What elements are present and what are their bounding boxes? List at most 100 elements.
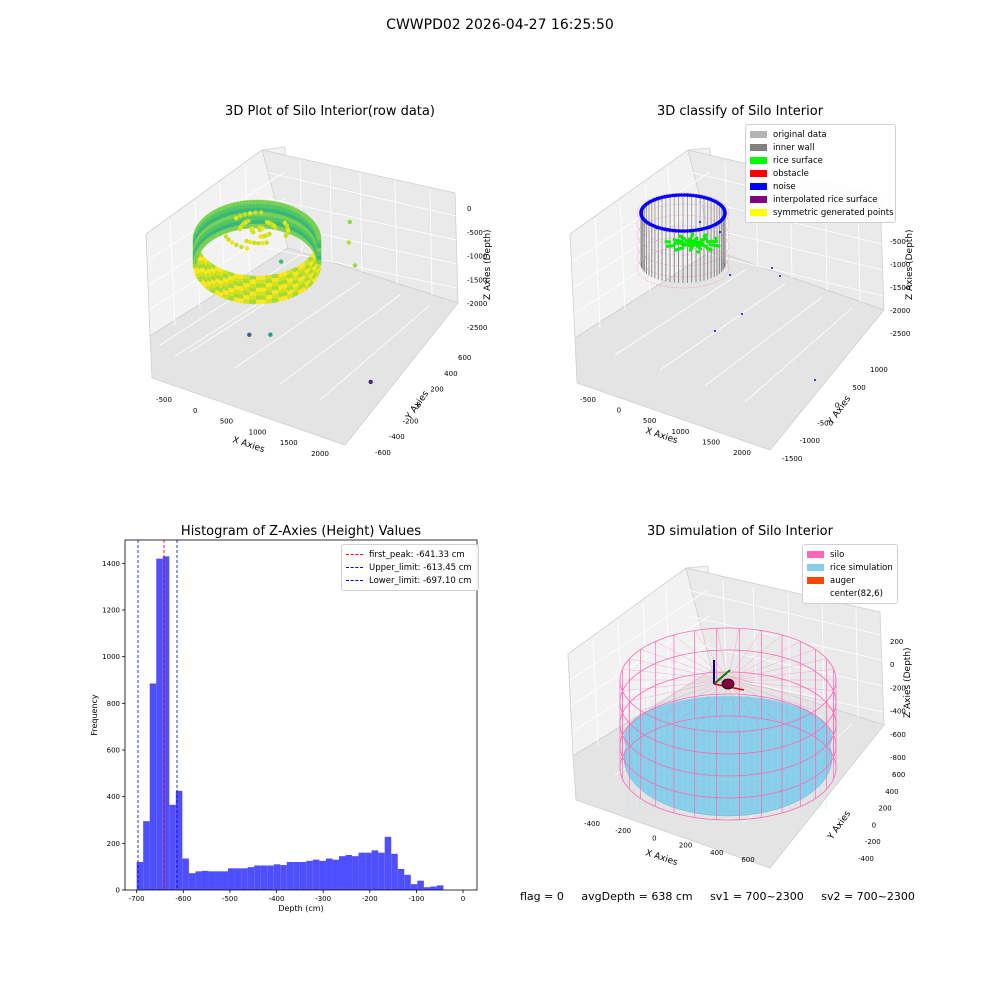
panel1-z-tick-label: -1500	[467, 276, 487, 284]
silo-ring	[636, 214, 730, 256]
panel4-x-tick-label: 400	[710, 849, 723, 857]
panel2-z-tick-label: -2000	[890, 307, 910, 315]
histogram-bar	[143, 821, 150, 890]
grid-line	[752, 586, 757, 685]
legend-label: first_peak: -641.33 cm	[369, 549, 465, 560]
silo-ring	[619, 715, 837, 821]
histogram-bar	[149, 683, 157, 890]
auger-marker	[721, 678, 735, 690]
histogram-bar	[293, 862, 300, 890]
panel1-title: 3D Plot of Silo Interior(row data)	[225, 104, 435, 119]
noise-point	[679, 229, 684, 233]
legend-entry: first_peak: -641.33 cm	[346, 548, 474, 561]
grid-line	[266, 247, 458, 289]
panel2-x-tick-label: 1500	[702, 438, 720, 446]
panel4-title: 3D simulation of Silo Interior	[647, 524, 833, 539]
noise-point	[688, 228, 693, 233]
histogram-bar	[254, 865, 261, 890]
silo-roof-line	[727, 679, 801, 719]
rice-surface-point	[677, 239, 682, 243]
y-tick-label: 1400	[102, 560, 120, 568]
panel1-z-tick-label: -1000	[467, 253, 487, 261]
rice-surface-point	[692, 243, 696, 247]
legend-entry: Upper_limit: -613.45 cm	[346, 561, 474, 574]
panel4-x-tick-label: -400	[584, 820, 600, 828]
legend-label: obstacle	[773, 168, 809, 179]
silo-ring	[619, 627, 837, 733]
histogram-xlabel: Depth (cm)	[278, 904, 323, 913]
legend-swatch	[807, 551, 824, 558]
panel4-z-tick-label: 0	[890, 661, 894, 669]
silo-ring	[636, 192, 730, 234]
rice-surface-point	[679, 241, 683, 246]
rice-surface-point	[704, 233, 708, 237]
panel2-ylabel: Y Axies	[826, 394, 854, 427]
legend-entry: obstacle	[750, 167, 891, 180]
histogram-bar	[436, 885, 444, 890]
x-tick-label: -700	[129, 895, 145, 903]
silo-roof-line	[727, 669, 834, 681]
histogram-bar	[228, 868, 235, 890]
histogram-bar	[339, 856, 346, 890]
point	[316, 235, 322, 241]
grid-line	[265, 197, 457, 241]
noise-point	[662, 195, 667, 199]
histogram-bar	[208, 871, 215, 890]
y-tick-label: 1200	[102, 607, 120, 615]
panel4-z-tick-label: -800	[890, 754, 906, 762]
histogram-bar	[371, 850, 379, 890]
point	[316, 239, 322, 245]
noise-point	[671, 228, 675, 233]
panel1-y-tick-label: -200	[403, 417, 419, 425]
panel4-z-tick-label: -200	[890, 684, 906, 692]
silo-roof-line	[629, 679, 729, 702]
point	[242, 212, 248, 217]
flag-value: flag = 0	[520, 890, 564, 903]
rice-surface-point	[705, 240, 710, 244]
histogram-bar	[201, 870, 209, 890]
noise-point	[665, 227, 670, 232]
histogram-bar	[195, 871, 202, 890]
panel2-y-tick-label: 500	[852, 384, 865, 392]
avg-depth-value: avgDepth = 638 cm	[581, 890, 693, 903]
panel4-legend: silo rice simulation auger center(82,6)	[802, 544, 898, 604]
panel4-x-tick-label: 0	[652, 834, 656, 842]
grid-line	[744, 307, 853, 403]
rice-surface-point	[714, 236, 718, 241]
noise-point	[779, 275, 781, 277]
point	[239, 244, 244, 250]
panel4-y-tick-label: -400	[858, 855, 874, 863]
noise-point	[741, 313, 743, 315]
grid-line	[704, 296, 823, 387]
histogram-bar	[214, 871, 222, 890]
noise-point	[688, 193, 693, 198]
silo-roof-line	[622, 669, 729, 681]
point	[234, 242, 239, 248]
rice-surface-point	[696, 250, 700, 254]
rice-surface-point	[708, 243, 712, 247]
legend-label: silo	[830, 549, 845, 560]
silo-roof-line	[640, 679, 729, 711]
rice-surface-point	[711, 239, 716, 244]
rice-surface-point	[704, 237, 708, 241]
histogram-bar	[273, 864, 281, 890]
histogram-bar	[410, 884, 418, 890]
noise-point	[685, 193, 690, 197]
y-tick-label: 0	[116, 887, 120, 895]
grid-line	[665, 585, 671, 696]
legend-label: inner wall	[773, 142, 815, 153]
silo-ring	[619, 649, 837, 755]
auger-y-arrow	[713, 669, 731, 685]
histogram-bar	[378, 852, 385, 890]
legend-label: Lower_limit: -697.10 cm	[369, 575, 472, 586]
rice-surface-point	[667, 240, 671, 244]
legend-entry: auger	[807, 574, 893, 587]
panel2-y-tick-label: 0	[835, 402, 839, 410]
panel2-y-tick-label: -500	[817, 419, 833, 427]
outlier-point	[346, 240, 352, 245]
grid-line	[687, 589, 882, 636]
panel1-z-tick-label: 0	[467, 205, 471, 213]
silo-roof-line	[727, 679, 834, 691]
legend-line	[346, 567, 363, 568]
rice-surface-point	[676, 241, 680, 246]
